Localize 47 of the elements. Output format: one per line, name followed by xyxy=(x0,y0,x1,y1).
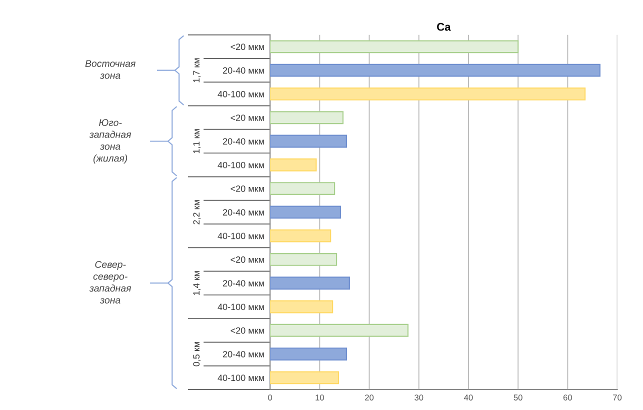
y-tick-label: <20 мкм xyxy=(230,256,264,263)
x-tick-label: 60 xyxy=(563,394,572,400)
y-tick-label: 40-100 мкм xyxy=(218,304,264,310)
y-tick-label: 20-40 мкм xyxy=(223,280,264,286)
y-tick-label: 40-100 мкм xyxy=(218,374,264,382)
y-tick-label: 40-100 мкм xyxy=(218,162,264,168)
text: 1,4 км xyxy=(193,271,201,296)
y-tick-label: 40-100 мкм xyxy=(218,90,264,98)
bar xyxy=(270,300,334,314)
bar xyxy=(270,64,600,77)
x-tick-label: 70 xyxy=(613,394,622,400)
y-tick-label: 20-40 мкм xyxy=(223,351,264,358)
text: Север- северо- западная зона xyxy=(89,261,132,304)
y-tick-label: 40-100 мкм xyxy=(218,232,264,240)
bar xyxy=(270,252,338,266)
x-tick-label: 20 xyxy=(365,394,374,400)
bar xyxy=(270,111,344,124)
bar xyxy=(270,87,586,100)
y-tick-label: 20-40 мкм xyxy=(223,67,264,74)
y-tick-label: <20 мкм xyxy=(230,44,264,50)
text: Восточная зона xyxy=(85,60,136,79)
bar xyxy=(270,182,336,195)
y-tick-label: <20 мкм xyxy=(230,114,264,121)
y-tick-label: 20-40 мкм xyxy=(223,209,264,216)
text: Юго- западная зона (жилая) xyxy=(89,119,132,164)
bar xyxy=(270,134,348,148)
x-tick-label: 0 xyxy=(268,394,272,400)
y-tick-label: <20 мкм xyxy=(230,327,264,334)
bar xyxy=(270,276,350,290)
bar xyxy=(270,371,340,384)
bar xyxy=(270,324,409,337)
bar xyxy=(270,348,348,360)
x-tick-label: 10 xyxy=(316,394,324,400)
text: 2,2 км xyxy=(193,200,201,224)
x-tick-label: 50 xyxy=(514,394,522,400)
bar xyxy=(270,206,342,219)
chart-title: Ca xyxy=(437,22,451,31)
text: 1,1 км xyxy=(193,129,201,154)
y-tick-label: 20-40 мкм xyxy=(223,138,264,145)
bar xyxy=(270,40,519,54)
text: 1,7 км xyxy=(193,58,201,82)
x-tick-label: 30 xyxy=(414,394,424,400)
text: 0,5 км xyxy=(193,342,201,366)
bar xyxy=(270,158,317,172)
y-tick-label: <20 мкм xyxy=(230,186,264,192)
x-tick-label: 40 xyxy=(464,394,473,400)
bar xyxy=(270,229,332,242)
